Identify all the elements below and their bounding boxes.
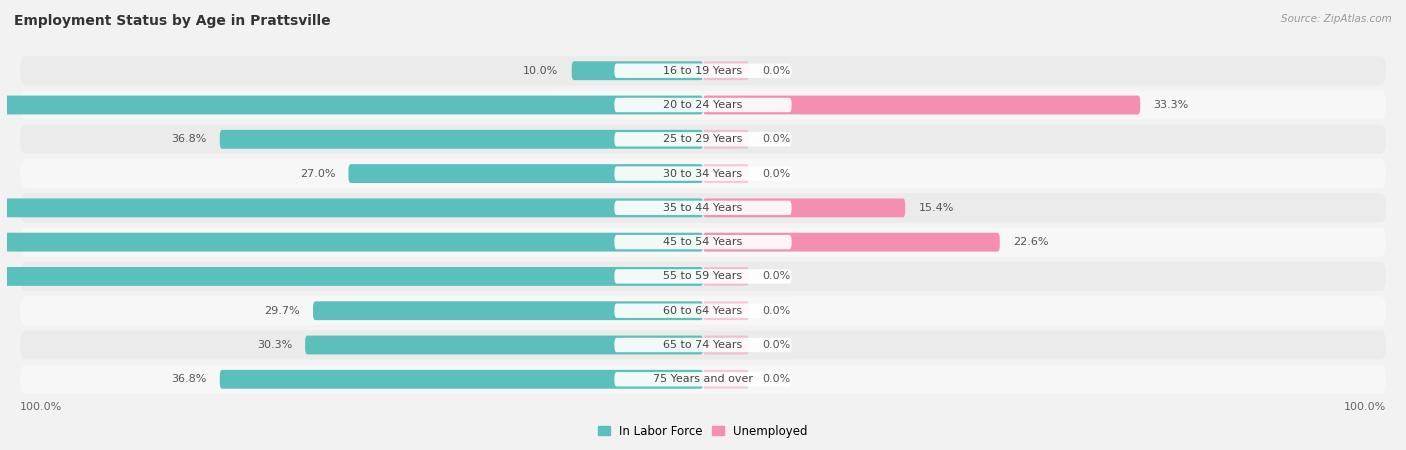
Text: 15.4%: 15.4%: [918, 203, 953, 213]
Text: 60 to 64 Years: 60 to 64 Years: [664, 306, 742, 316]
FancyBboxPatch shape: [20, 125, 1386, 154]
FancyBboxPatch shape: [703, 370, 749, 389]
Text: 100.0%: 100.0%: [20, 401, 62, 412]
FancyBboxPatch shape: [20, 194, 1386, 222]
Text: 25 to 29 Years: 25 to 29 Years: [664, 134, 742, 144]
Text: 36.8%: 36.8%: [172, 134, 207, 144]
FancyBboxPatch shape: [703, 95, 1140, 114]
Text: 16 to 19 Years: 16 to 19 Years: [664, 66, 742, 76]
Text: 29.7%: 29.7%: [264, 306, 299, 316]
Text: 100.0%: 100.0%: [1344, 401, 1386, 412]
Text: Source: ZipAtlas.com: Source: ZipAtlas.com: [1281, 14, 1392, 23]
Text: 0.0%: 0.0%: [762, 374, 790, 384]
FancyBboxPatch shape: [572, 61, 703, 80]
FancyBboxPatch shape: [614, 372, 792, 387]
FancyBboxPatch shape: [349, 164, 703, 183]
FancyBboxPatch shape: [703, 336, 749, 355]
FancyBboxPatch shape: [614, 338, 792, 352]
FancyBboxPatch shape: [20, 330, 1386, 360]
Text: 0.0%: 0.0%: [762, 306, 790, 316]
FancyBboxPatch shape: [703, 233, 1000, 252]
Text: 45 to 54 Years: 45 to 54 Years: [664, 237, 742, 247]
FancyBboxPatch shape: [20, 296, 1386, 325]
FancyBboxPatch shape: [305, 336, 703, 355]
FancyBboxPatch shape: [0, 198, 703, 217]
Text: 65 to 74 Years: 65 to 74 Years: [664, 340, 742, 350]
FancyBboxPatch shape: [20, 159, 1386, 188]
Text: 0.0%: 0.0%: [762, 340, 790, 350]
Text: 0.0%: 0.0%: [762, 134, 790, 144]
FancyBboxPatch shape: [0, 95, 703, 114]
FancyBboxPatch shape: [20, 90, 1386, 120]
FancyBboxPatch shape: [703, 61, 749, 80]
Text: 22.6%: 22.6%: [1012, 237, 1049, 247]
FancyBboxPatch shape: [219, 370, 703, 389]
Text: 30.3%: 30.3%: [257, 340, 292, 350]
FancyBboxPatch shape: [614, 132, 792, 147]
FancyBboxPatch shape: [614, 303, 792, 318]
FancyBboxPatch shape: [314, 302, 703, 320]
FancyBboxPatch shape: [614, 269, 792, 284]
FancyBboxPatch shape: [0, 267, 703, 286]
FancyBboxPatch shape: [703, 267, 749, 286]
Text: Employment Status by Age in Prattsville: Employment Status by Age in Prattsville: [14, 14, 330, 27]
Text: 27.0%: 27.0%: [299, 169, 335, 179]
Text: 20 to 24 Years: 20 to 24 Years: [664, 100, 742, 110]
FancyBboxPatch shape: [20, 56, 1386, 86]
FancyBboxPatch shape: [20, 228, 1386, 256]
FancyBboxPatch shape: [614, 63, 792, 78]
Text: 33.3%: 33.3%: [1153, 100, 1188, 110]
FancyBboxPatch shape: [703, 164, 749, 183]
FancyBboxPatch shape: [219, 130, 703, 148]
Text: 0.0%: 0.0%: [762, 271, 790, 281]
FancyBboxPatch shape: [20, 262, 1386, 291]
FancyBboxPatch shape: [614, 98, 792, 112]
Text: 35 to 44 Years: 35 to 44 Years: [664, 203, 742, 213]
FancyBboxPatch shape: [614, 166, 792, 181]
Text: 55 to 59 Years: 55 to 59 Years: [664, 271, 742, 281]
FancyBboxPatch shape: [0, 233, 703, 252]
Text: 10.0%: 10.0%: [523, 66, 558, 76]
Text: 30 to 34 Years: 30 to 34 Years: [664, 169, 742, 179]
FancyBboxPatch shape: [703, 198, 905, 217]
Text: 36.8%: 36.8%: [172, 374, 207, 384]
FancyBboxPatch shape: [614, 235, 792, 249]
Legend: In Labor Force, Unemployed: In Labor Force, Unemployed: [593, 420, 813, 442]
FancyBboxPatch shape: [703, 130, 749, 148]
FancyBboxPatch shape: [703, 302, 749, 320]
Text: 0.0%: 0.0%: [762, 66, 790, 76]
FancyBboxPatch shape: [20, 364, 1386, 394]
Text: 75 Years and over: 75 Years and over: [652, 374, 754, 384]
Text: 0.0%: 0.0%: [762, 169, 790, 179]
FancyBboxPatch shape: [614, 201, 792, 215]
